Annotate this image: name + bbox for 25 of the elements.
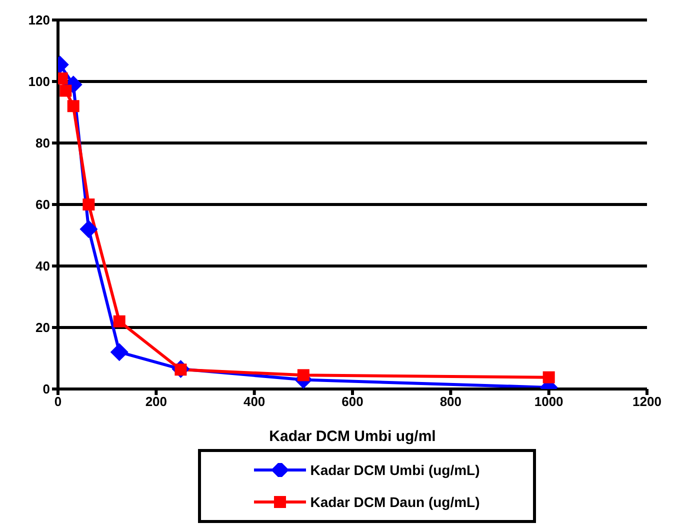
y-tick-label: 0 — [42, 382, 50, 397]
point — [297, 369, 310, 382]
x-tick-label: 600 — [342, 394, 364, 410]
legend-label: Kadar DCM Umbi (ug/mL) — [310, 462, 480, 478]
x-tick-label: 400 — [243, 394, 266, 410]
point — [80, 220, 98, 238]
point — [113, 315, 126, 328]
y-tick-label: 60 — [36, 197, 50, 212]
point — [67, 100, 80, 112]
x-tick-label: 1000 — [534, 394, 564, 410]
legend-label: Kadar DCM Daun (ug/mL) — [310, 494, 480, 510]
x-tick-label: 1200 — [632, 394, 662, 410]
y-tick-label: 120 — [28, 12, 50, 28]
y-tick-label: 100 — [28, 74, 50, 90]
x-tick-label: 200 — [145, 394, 168, 410]
point — [82, 198, 95, 210]
point — [110, 343, 128, 362]
x-tick-label: 0 — [54, 394, 62, 410]
y-tick-label: 80 — [36, 136, 50, 151]
y-tick-label: 20 — [36, 320, 50, 336]
y-tick-label: 40 — [36, 258, 50, 274]
point — [60, 84, 72, 97]
point — [542, 371, 555, 384]
x-tick-label: 800 — [440, 394, 462, 410]
x-axis-title: Kadar DCM Umbi ug/ml — [269, 428, 436, 445]
